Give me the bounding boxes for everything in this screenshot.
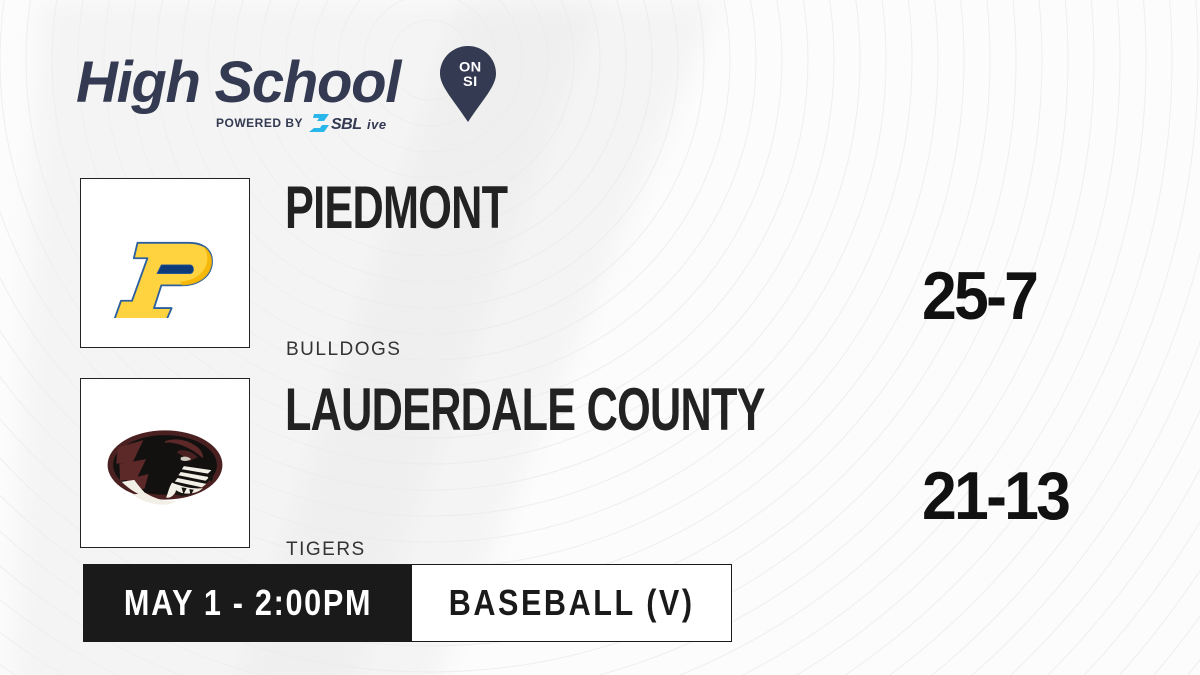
svg-text:ive: ive xyxy=(367,117,387,132)
svg-text:SBL: SBL xyxy=(331,116,362,133)
svg-text:ON: ON xyxy=(459,59,482,74)
svg-text:SI: SI xyxy=(463,74,477,89)
